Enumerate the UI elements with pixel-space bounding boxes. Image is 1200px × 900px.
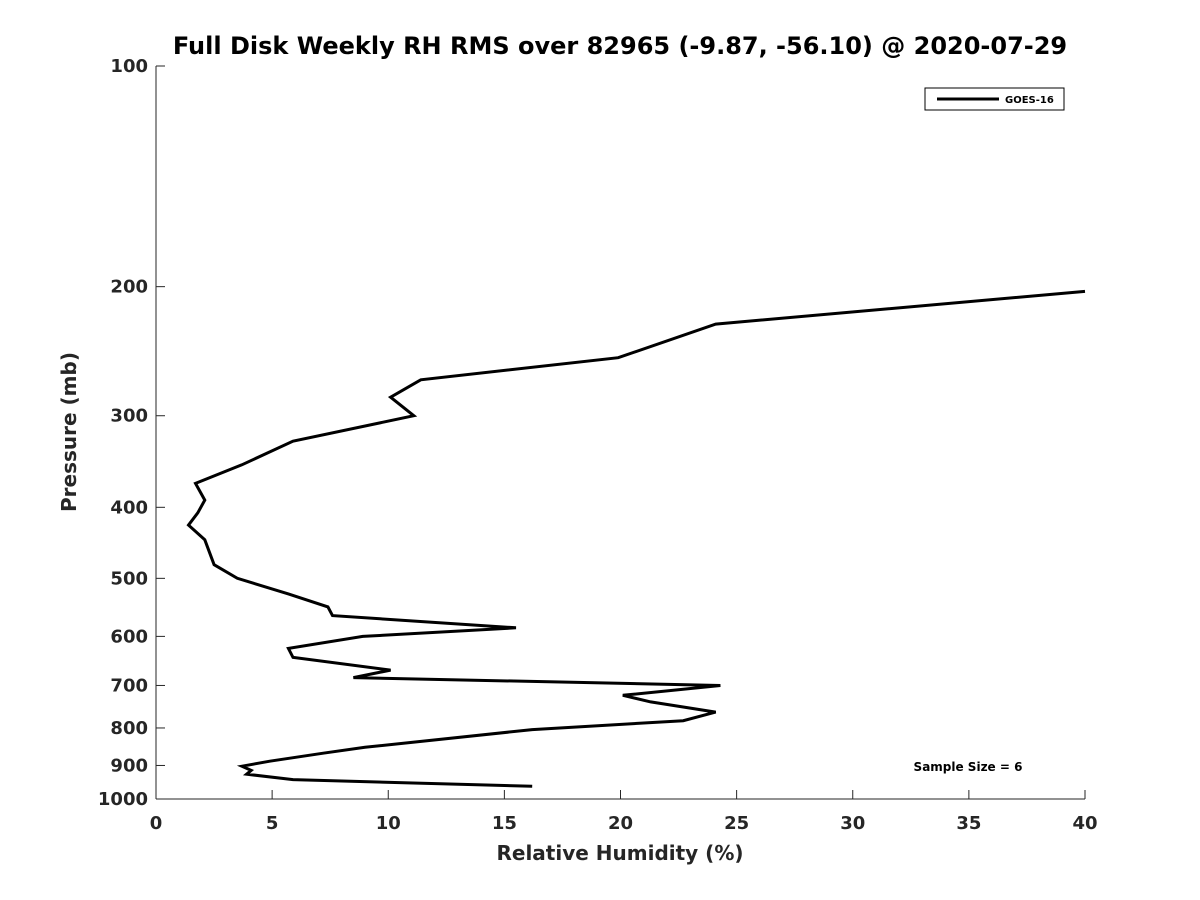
y-tick-label: 600 [110,626,148,647]
series-layer [186,289,1086,788]
x-axis-label: Relative Humidity (%) [496,841,743,865]
x-tick-label: 40 [1072,813,1097,834]
chart-title: Full Disk Weekly RH RMS over 82965 (-9.8… [173,32,1067,60]
x-tick-label: 25 [724,813,749,834]
y-tick-label: 1000 [98,789,148,810]
y-tick-label: 100 [110,56,148,77]
y-tick-label: 700 [110,675,148,696]
plot-area [156,66,1085,799]
legend-label-goes-16: GOES-16 [1005,95,1054,106]
y-tick-label: 400 [110,497,148,518]
x-tick-label: 35 [956,813,981,834]
ticks: 0 5 10 15 20 25 30 35 40 100 200 300 400 500 600 700 800… [98,56,1098,834]
x-tick-label: 0 [150,813,163,834]
series-line-goes-16 [186,289,1086,788]
x-tick-label: 5 [266,813,279,834]
y-axis-label: Pressure (mb) [57,352,81,512]
y-tick-label: 900 [110,755,148,776]
y-tick-label: 800 [110,718,148,739]
y-tick-label: 200 [110,277,148,298]
legend: GOES-16 [924,87,1065,111]
annotation-sample-size: Sample Size = 6 [914,760,1023,774]
x-tick-label: 10 [376,813,401,834]
x-tick-label: 20 [608,813,633,834]
y-tick-label: 300 [110,406,148,427]
x-tick-label: 30 [840,813,865,834]
x-tick-label: 15 [492,813,517,834]
y-tick-label: 500 [110,568,148,589]
